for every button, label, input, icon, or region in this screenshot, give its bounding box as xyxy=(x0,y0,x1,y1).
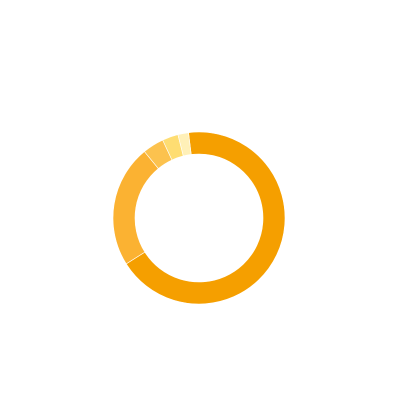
donut-segment xyxy=(177,132,192,157)
donut-segment xyxy=(112,151,159,265)
donut-segment xyxy=(125,131,286,305)
